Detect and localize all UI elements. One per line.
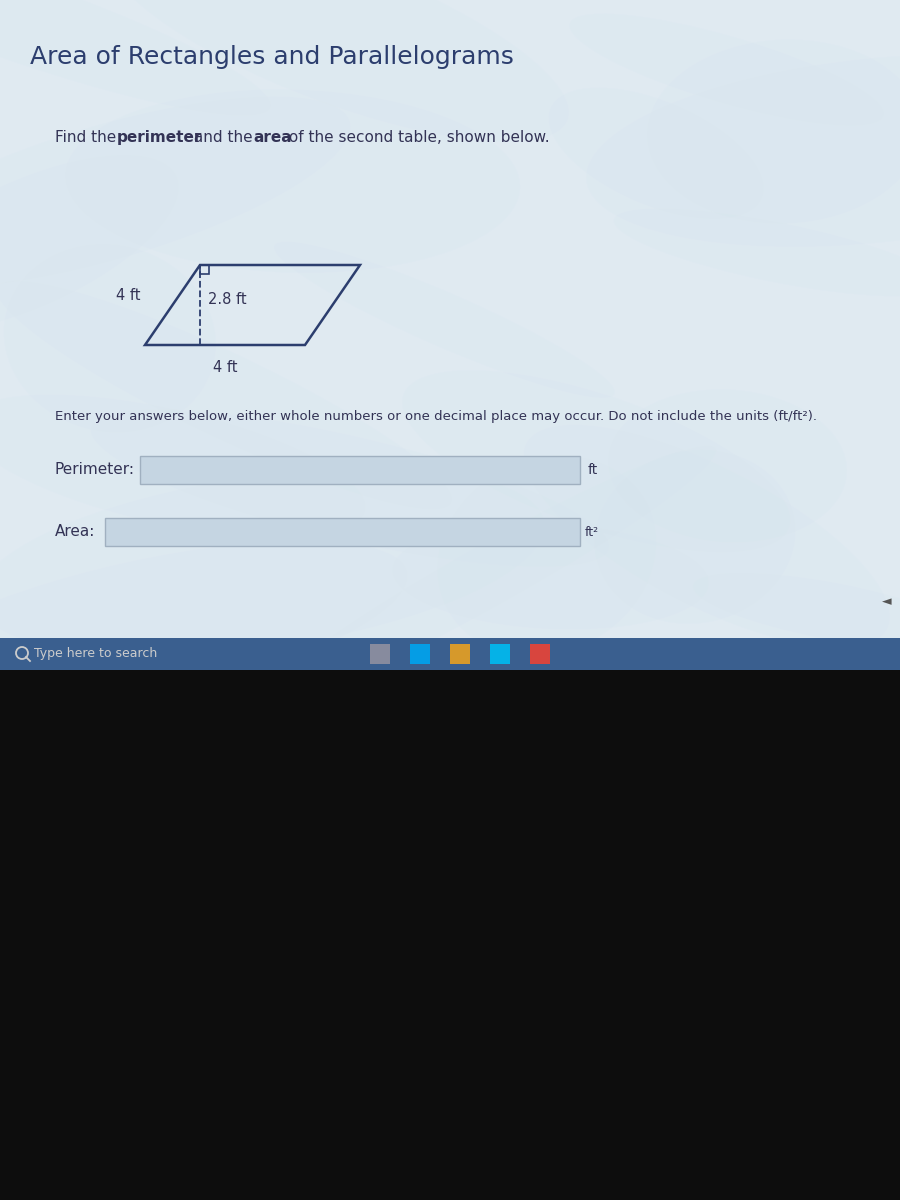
Text: ft²: ft² xyxy=(585,526,599,539)
Text: and the: and the xyxy=(189,130,257,145)
Ellipse shape xyxy=(437,456,656,656)
Text: Enter your answers below, either whole numbers or one decimal place may occur. D: Enter your answers below, either whole n… xyxy=(55,410,817,422)
Text: ft: ft xyxy=(588,463,598,476)
Ellipse shape xyxy=(0,0,271,115)
Bar xyxy=(530,644,550,664)
Text: perimeter: perimeter xyxy=(117,130,202,145)
Text: of the second table, shown below.: of the second table, shown below. xyxy=(284,130,550,145)
Ellipse shape xyxy=(0,281,452,509)
Text: 4 ft: 4 ft xyxy=(212,360,238,374)
Text: Type here to search: Type here to search xyxy=(34,648,157,660)
Ellipse shape xyxy=(91,409,609,566)
Ellipse shape xyxy=(608,389,847,542)
Ellipse shape xyxy=(647,40,900,223)
Ellipse shape xyxy=(402,371,790,552)
Ellipse shape xyxy=(548,88,764,218)
Bar xyxy=(0,670,900,1200)
Ellipse shape xyxy=(105,0,569,142)
Ellipse shape xyxy=(0,96,350,288)
Text: 4 ft: 4 ft xyxy=(115,288,140,302)
Text: 2.8 ft: 2.8 ft xyxy=(208,293,247,307)
Bar xyxy=(410,644,430,664)
Ellipse shape xyxy=(261,445,716,706)
Bar xyxy=(105,518,580,546)
Text: Find the: Find the xyxy=(55,130,122,145)
Text: Area:: Area: xyxy=(55,524,95,540)
Bar xyxy=(140,456,580,484)
Ellipse shape xyxy=(0,541,408,721)
Ellipse shape xyxy=(524,425,890,648)
Ellipse shape xyxy=(0,468,544,655)
Bar xyxy=(200,265,209,274)
Bar xyxy=(0,0,900,670)
Bar xyxy=(0,638,900,670)
Text: ◄: ◄ xyxy=(882,595,892,608)
Text: area: area xyxy=(253,130,292,145)
Ellipse shape xyxy=(0,395,365,538)
Text: Perimeter:: Perimeter: xyxy=(55,462,135,478)
Ellipse shape xyxy=(65,90,520,272)
Text: Area of Rectangles and Parallelograms: Area of Rectangles and Parallelograms xyxy=(30,44,514,68)
Bar xyxy=(490,644,510,664)
Ellipse shape xyxy=(595,450,796,624)
Ellipse shape xyxy=(0,155,179,332)
Ellipse shape xyxy=(570,13,884,126)
Ellipse shape xyxy=(4,244,216,432)
Bar xyxy=(0,0,900,670)
Bar xyxy=(450,644,470,664)
Ellipse shape xyxy=(392,523,709,630)
Ellipse shape xyxy=(586,54,900,247)
Ellipse shape xyxy=(693,574,900,648)
Ellipse shape xyxy=(274,241,615,398)
Bar xyxy=(370,644,390,664)
Ellipse shape xyxy=(614,209,900,296)
